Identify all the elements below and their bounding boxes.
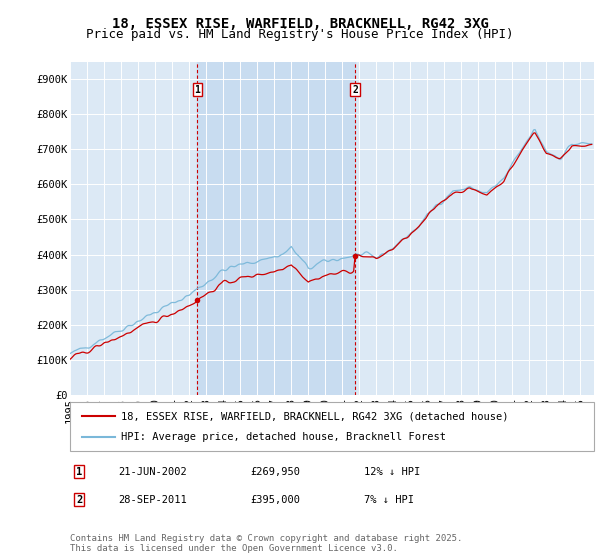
Text: 28-SEP-2011: 28-SEP-2011 bbox=[118, 494, 187, 505]
Bar bbox=[197, 62, 355, 395]
Text: 1: 1 bbox=[194, 85, 200, 95]
Text: £269,950: £269,950 bbox=[250, 466, 300, 477]
Text: Price paid vs. HM Land Registry's House Price Index (HPI): Price paid vs. HM Land Registry's House … bbox=[86, 28, 514, 41]
Text: 7% ↓ HPI: 7% ↓ HPI bbox=[364, 494, 414, 505]
Text: 21-JUN-2002: 21-JUN-2002 bbox=[118, 466, 187, 477]
Text: Contains HM Land Registry data © Crown copyright and database right 2025.
This d: Contains HM Land Registry data © Crown c… bbox=[70, 534, 463, 553]
Text: 18, ESSEX RISE, WARFIELD, BRACKNELL, RG42 3XG: 18, ESSEX RISE, WARFIELD, BRACKNELL, RG4… bbox=[112, 17, 488, 31]
Text: 12% ↓ HPI: 12% ↓ HPI bbox=[364, 466, 421, 477]
Text: 18, ESSEX RISE, WARFIELD, BRACKNELL, RG42 3XG (detached house): 18, ESSEX RISE, WARFIELD, BRACKNELL, RG4… bbox=[121, 411, 509, 421]
Text: HPI: Average price, detached house, Bracknell Forest: HPI: Average price, detached house, Brac… bbox=[121, 432, 446, 442]
Text: 1: 1 bbox=[76, 466, 82, 477]
Text: £395,000: £395,000 bbox=[250, 494, 300, 505]
Text: 2: 2 bbox=[76, 494, 82, 505]
Text: 2: 2 bbox=[352, 85, 358, 95]
